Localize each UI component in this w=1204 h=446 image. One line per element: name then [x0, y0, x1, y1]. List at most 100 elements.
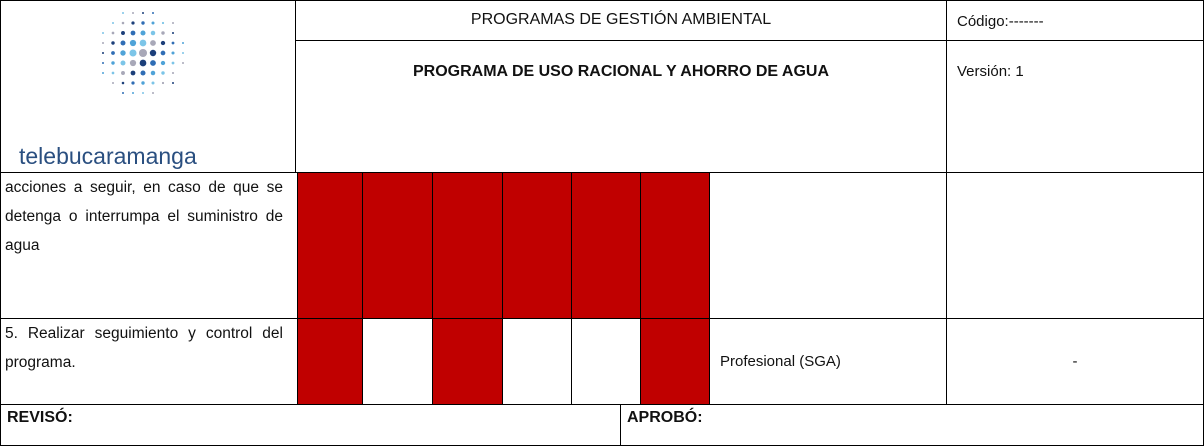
logo-dot — [111, 41, 115, 45]
schedule-cell — [432, 172, 503, 319]
logo-dot — [152, 92, 154, 94]
logo-dot — [152, 12, 154, 14]
logo-dot — [121, 71, 125, 75]
subtitle-cell: PROGRAMA DE USO RACIONAL Y AHORRO DE AGU… — [295, 40, 947, 173]
logo-dot — [111, 71, 115, 75]
schedule-cell — [640, 172, 710, 319]
logo-dot — [150, 70, 156, 76]
schedule-cell — [297, 318, 363, 405]
title-cell: PROGRAMAS DE GESTIÓN AMBIENTAL — [295, 0, 947, 41]
logo-dot — [111, 61, 115, 65]
observation-cell: - — [946, 318, 1204, 405]
title: PROGRAMAS DE GESTIÓN AMBIENTAL — [470, 11, 772, 28]
reviewed-cell: REVISÓ: — [0, 404, 621, 446]
logo-dot — [150, 60, 156, 66]
subtitle: PROGRAMA DE USO RACIONAL Y AHORRO DE AGU… — [412, 63, 830, 80]
logo-dot — [140, 30, 146, 36]
logo-dot — [151, 81, 155, 85]
logo-dot — [139, 59, 147, 67]
logo-dot — [130, 70, 136, 76]
activity-cell: acciones a seguir, en caso de que se det… — [0, 172, 298, 319]
logo-dot — [182, 42, 184, 44]
logo-dot — [121, 21, 125, 25]
logo-dot — [171, 41, 175, 45]
responsible: Profesional (SGA) — [720, 352, 841, 370]
logo-dot — [141, 21, 145, 25]
logo-dot — [120, 40, 126, 46]
logo-icon — [101, 12, 184, 94]
approved: APROBÓ: — [627, 409, 703, 426]
observation-cell — [946, 172, 1204, 319]
logo-cell: telebucaramanga — [0, 0, 296, 173]
responsible-cell: Profesional (SGA) — [709, 318, 947, 405]
schedule-cell — [362, 172, 433, 319]
logo-dot — [101, 51, 105, 55]
schedule-cell — [640, 318, 710, 405]
logo-dot — [142, 12, 144, 14]
schedule-cell — [362, 318, 433, 405]
logo-dot — [132, 12, 134, 14]
logo-dot — [140, 70, 146, 76]
logo-dot — [120, 50, 126, 56]
logo-dot — [129, 59, 137, 67]
logo-dot — [121, 31, 125, 35]
version: Versión: 1 — [957, 63, 1024, 80]
logo-dot — [131, 81, 135, 85]
logo-dot — [160, 60, 166, 66]
code: Código:------- — [957, 13, 1044, 30]
logo-dot — [142, 92, 144, 94]
activity-cell: 5. Realizar seguimiento y control del pr… — [0, 318, 298, 405]
schedule-cell — [297, 172, 363, 319]
logo-dot — [172, 22, 174, 24]
logo-dot — [161, 31, 165, 35]
schedule-cell — [502, 172, 572, 319]
activity: acciones a seguir, en caso de que se det… — [5, 179, 283, 254]
schedule-cell — [432, 318, 503, 405]
logo-dot — [182, 52, 184, 54]
logo-dot — [120, 60, 126, 66]
logo-dot — [130, 30, 136, 36]
responsible-cell — [709, 172, 947, 319]
logo-dot — [138, 48, 148, 58]
logo-dot — [182, 62, 184, 64]
reviewed: REVISÓ: — [7, 409, 73, 426]
logo-dot — [172, 82, 174, 84]
schedule-cell — [571, 172, 641, 319]
logo-dot — [111, 31, 115, 35]
logo-dot — [112, 22, 114, 24]
logo-dot — [150, 40, 156, 46]
logo-dot — [102, 72, 104, 74]
logo-dot — [111, 51, 115, 55]
logo-dot — [151, 21, 155, 25]
logo-dot — [102, 42, 104, 44]
observation: - — [1072, 352, 1078, 370]
logo-dot — [112, 82, 114, 84]
logo-dot — [149, 49, 157, 57]
logo-text: telebucaramanga — [19, 143, 197, 169]
logo-dot — [171, 31, 175, 35]
schedule-cell — [571, 318, 641, 405]
logo-dot — [139, 39, 147, 47]
logo-dot — [161, 71, 165, 75]
logo-dot — [161, 21, 165, 25]
logo-dot — [122, 12, 124, 14]
logo-dot — [121, 81, 125, 85]
logo-dot — [160, 50, 166, 56]
logo-dot — [122, 92, 124, 94]
activity: 5. Realizar seguimiento y control del pr… — [5, 325, 283, 371]
code-cell: Código:------- — [946, 0, 1204, 41]
logo-dot — [141, 81, 145, 85]
logo-dot — [129, 39, 137, 47]
approved-cell: APROBÓ: — [620, 404, 1204, 446]
logo-dot — [102, 32, 104, 34]
logo-dot — [131, 21, 135, 25]
logo-dot — [171, 71, 175, 75]
logo-dot — [171, 61, 175, 65]
logo-dot — [171, 51, 175, 55]
logo-dot — [161, 81, 165, 85]
logo-dot — [160, 40, 166, 46]
logo-dot — [129, 49, 137, 57]
schedule-cell — [502, 318, 572, 405]
logo-dot — [150, 30, 156, 36]
